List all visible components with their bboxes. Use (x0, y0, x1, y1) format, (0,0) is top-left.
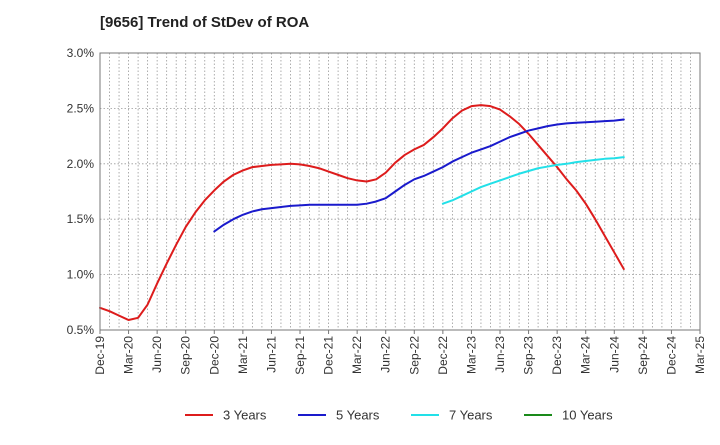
y-tick-label: 2.5% (67, 101, 95, 115)
x-tick-label: Mar-20 (122, 336, 136, 374)
x-tick-label: Jun-21 (264, 336, 278, 373)
legend-label: 10 Years (562, 408, 613, 423)
series-layer (99, 104, 625, 322)
grid-layer (100, 53, 700, 330)
legend: 3 Years 5 Years 7 Years 10 Years (185, 408, 613, 423)
x-tick-label: Sep-20 (179, 336, 193, 375)
x-tick-label: Jun-22 (379, 336, 393, 373)
series-line-7-years (441, 156, 625, 205)
x-tick-label: Jun-23 (493, 336, 507, 373)
x-tick-label: Dec-23 (550, 336, 564, 375)
legend-label: 5 Years (336, 408, 380, 423)
x-tick-label: Sep-23 (522, 336, 536, 375)
x-tick-label: Mar-23 (464, 336, 478, 374)
series-line-5-years (213, 118, 625, 233)
x-tick-label: Mar-21 (236, 336, 250, 374)
x-tick-label: Jun-24 (607, 336, 621, 373)
y-tick-label: 0.5% (67, 323, 95, 337)
y-tick-label: 1.0% (67, 268, 95, 282)
axis-layer: 0.5% 1.0% 1.5% 2.0% 2.5% 3.0% Dec-19 Mar-20 Jun-… (67, 46, 707, 375)
x-tick-label: Sep-21 (293, 336, 307, 375)
x-tick-label: Mar-24 (579, 336, 593, 374)
x-tick-label: Dec-24 (664, 336, 678, 375)
y-tick-label: 1.5% (67, 212, 95, 226)
x-tick-label: Dec-20 (207, 336, 221, 375)
legend-label: 7 Years (449, 408, 493, 423)
x-tick-label: Mar-25 (693, 336, 707, 374)
x-tick-label: Sep-22 (407, 336, 421, 375)
x-tick-label: Jun-20 (150, 336, 164, 373)
x-tick-label: Dec-22 (436, 336, 450, 375)
y-tick-label: 2.0% (67, 157, 95, 171)
x-tick-label: Mar-22 (350, 336, 364, 374)
chart-title: [9656] Trend of StDev of ROA (100, 14, 310, 31)
x-tick-label: Dec-19 (93, 336, 107, 375)
legend-label: 3 Years (223, 408, 267, 423)
x-tick-label: Dec-21 (322, 336, 336, 375)
y-tick-label: 3.0% (67, 46, 95, 60)
plot-frame (99, 52, 701, 331)
x-tick-label: Sep-24 (636, 336, 650, 375)
series-line-3-years (99, 104, 625, 322)
